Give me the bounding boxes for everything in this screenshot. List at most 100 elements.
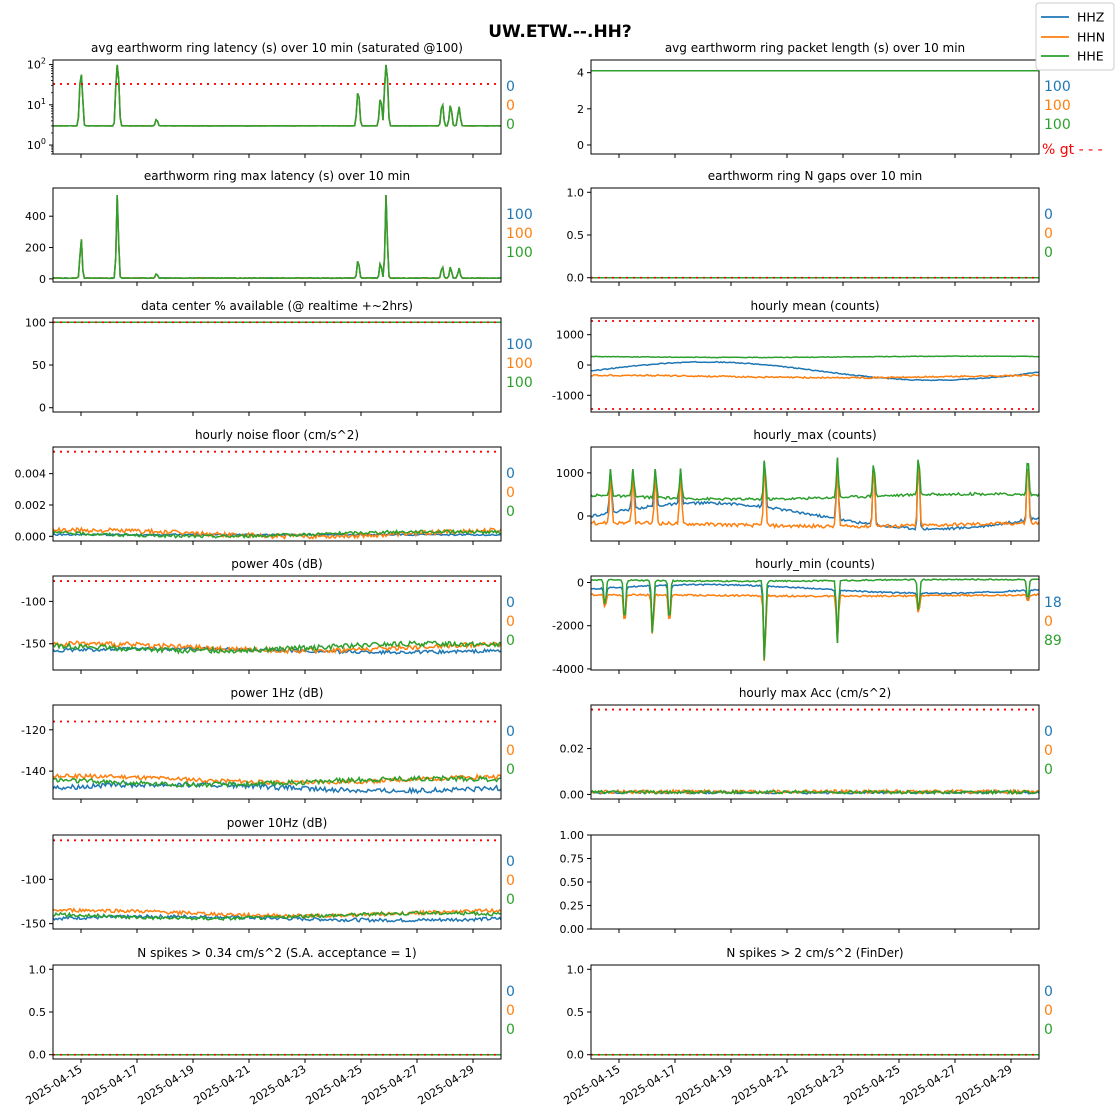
percent-gt-label: % gt - - - <box>1042 142 1103 158</box>
y-tick-label: 101 <box>27 97 46 112</box>
panel-title: hourly mean (counts) <box>750 299 879 313</box>
side-label-hhn: 100 <box>1044 98 1071 114</box>
series-line-hhe <box>52 774 502 789</box>
y-tick-label: 0.000 <box>15 530 47 543</box>
panel-13: 0.00 0.25 0.50 0.75 1.00 <box>560 829 1040 936</box>
axes-frame <box>590 964 1040 1060</box>
series-line-hhe <box>590 457 1040 502</box>
y-tick-label: 0.5 <box>567 229 585 242</box>
series-line-hhz <box>590 583 1040 661</box>
panel-8: power 40s (dB) -150 -100 0 0 0 <box>21 557 515 674</box>
y-tick-label: -150 <box>21 918 46 931</box>
y-tick-label: 0.75 <box>560 853 585 866</box>
side-label-hhz: 100 <box>506 207 533 223</box>
panel-title: hourly_max (counts) <box>753 428 876 442</box>
y-tick-label: 0.5 <box>567 1006 585 1019</box>
panel-10: power 1Hz (dB) -140 -120 0 0 0 <box>21 686 515 803</box>
panel-0: avg earthworm ring latency (s) over 10 m… <box>27 41 515 158</box>
side-label-hhn: 0 <box>506 485 515 501</box>
axes-frame <box>590 317 1040 413</box>
x-tick-label: 2025-04-15 <box>561 1063 622 1108</box>
y-tick-label: 50 <box>32 359 46 372</box>
y-tick-label: 0.002 <box>15 499 47 512</box>
side-label-hhn: 0 <box>1044 743 1053 759</box>
y-tick-label: 0.25 <box>560 900 585 913</box>
y-tick-label: -100 <box>21 873 46 886</box>
axes-frame <box>590 575 1040 671</box>
series-line-hhn <box>590 457 1040 530</box>
side-label-hhn: 0 <box>506 1003 515 1019</box>
y-tick-label: 1000 <box>556 467 584 480</box>
x-tick-label: 2025-04-19 <box>673 1063 734 1108</box>
series-line-hhz <box>590 360 1040 382</box>
axes-frame <box>52 964 502 1060</box>
y-tick-label: 0.00 <box>560 788 585 801</box>
panel-11: hourly max Acc (cm/s^2) 0.00 0.02 0 0 0 <box>560 686 1053 803</box>
panel-title: hourly noise floor (cm/s^2) <box>195 428 359 442</box>
y-tick-label: -100 <box>21 595 46 608</box>
axes-frame <box>52 704 502 800</box>
series-line-hhn <box>590 593 1040 661</box>
side-label-hhe: 0 <box>506 633 515 649</box>
y-tick-label: -2000 <box>552 620 584 633</box>
side-label-hhn: 0 <box>1044 226 1053 242</box>
panel-title: N spikes > 0.34 cm/s^2 (S.A. acceptance … <box>137 946 416 960</box>
y-tick-label: 102 <box>27 57 46 72</box>
panel-15: N spikes > 2 cm/s^2 (FinDer) 0.0 0.5 1.0 202… <box>561 946 1052 1107</box>
series-line-hhe <box>52 640 502 655</box>
y-tick-label: 1.00 <box>560 829 585 842</box>
y-tick-label: 0 <box>577 510 584 523</box>
side-label-hhz: 0 <box>506 984 515 1000</box>
panels: avg earthworm ring latency (s) over 10 m… <box>15 41 1103 1107</box>
panel-title: earthworm ring N gaps over 10 min <box>708 169 922 183</box>
axes-frame <box>590 704 1040 800</box>
x-tick-label: 2025-04-29 <box>953 1063 1014 1108</box>
y-tick-label: -120 <box>21 724 46 737</box>
side-label-hhe: 100 <box>506 245 533 261</box>
x-tick-label: 2025-04-27 <box>897 1063 958 1108</box>
x-tick-label: 2025-04-27 <box>359 1063 420 1108</box>
x-tick-label: 2025-04-29 <box>415 1063 476 1108</box>
panel-12: power 10Hz (dB) -150 -100 0 0 0 <box>21 816 515 933</box>
side-label-hhz: 0 <box>506 724 515 740</box>
y-tick-label: 1.0 <box>567 186 585 199</box>
axes-frame <box>590 59 1040 155</box>
series-line-hhn <box>590 373 1040 380</box>
y-tick-label: 0.00 <box>560 923 585 936</box>
axes-frame <box>590 446 1040 542</box>
y-tick-label: 0 <box>39 402 46 415</box>
side-label-hhn: 0 <box>506 98 515 114</box>
y-tick-label: 0.50 <box>560 876 585 889</box>
side-label-hhz: 0 <box>1044 207 1053 223</box>
side-label-hhe: 0 <box>1044 1022 1053 1038</box>
series-line-hhz <box>52 646 502 656</box>
panel-9: hourly_min (counts) -4000 -2000 0 18 0 89 <box>552 557 1062 676</box>
axes-frame <box>52 317 502 413</box>
side-label-hhe: 0 <box>506 892 515 908</box>
x-tick-label: 2025-04-21 <box>191 1063 252 1108</box>
x-tick-label: 2025-04-21 <box>729 1063 790 1108</box>
y-tick-label: 1.0 <box>567 963 585 976</box>
panel-14: N spikes > 0.34 cm/s^2 (S.A. acceptance … <box>23 946 514 1107</box>
legend-label-hhn: HHN <box>1077 30 1105 45</box>
panel-title: hourly_min (counts) <box>755 557 875 571</box>
x-tick-label: 2025-04-23 <box>785 1063 846 1108</box>
side-label-hhz: 100 <box>1044 79 1071 95</box>
side-label-hhe: 0 <box>506 504 515 520</box>
side-label-hhe: 0 <box>1044 762 1053 778</box>
panel-1: avg earthworm ring packet length (s) ove… <box>577 41 1103 158</box>
side-label-hhe: 0 <box>1044 245 1053 261</box>
side-label-hhn: 0 <box>1044 1003 1053 1019</box>
panel-6: hourly noise floor (cm/s^2) 0.000 0.002 0.0… <box>15 428 515 545</box>
axes-frame <box>590 187 1040 283</box>
series-line-hhn <box>52 526 502 540</box>
y-tick-label: 1000 <box>556 329 584 342</box>
side-label-hhn: 0 <box>1044 614 1053 630</box>
y-tick-label: -150 <box>21 638 46 651</box>
panel-title: avg earthworm ring packet length (s) ove… <box>665 41 965 55</box>
y-tick-label: 200 <box>25 242 46 255</box>
series-line-hhe <box>590 789 1040 796</box>
y-tick-label: 100 <box>25 316 46 329</box>
panel-3: earthworm ring N gaps over 10 min 0.0 0.5 1… <box>567 169 1053 286</box>
axes-frame <box>52 187 502 283</box>
